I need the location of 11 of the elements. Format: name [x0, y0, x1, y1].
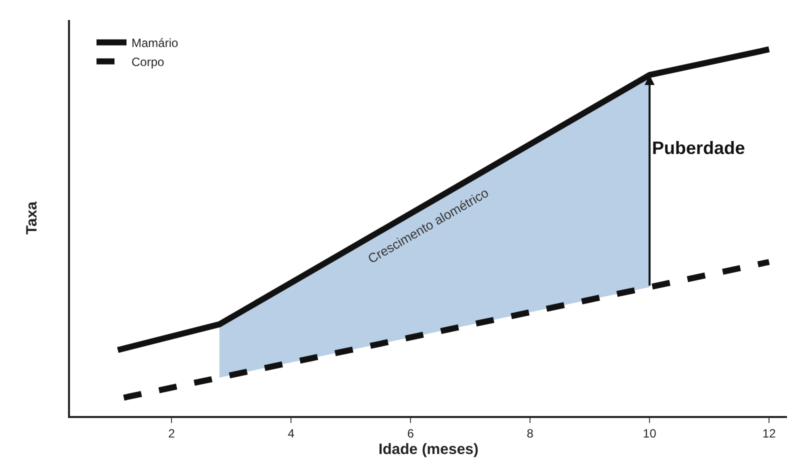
- x-axis-title: Idade (meses): [378, 440, 479, 458]
- x-tick-label: 10: [642, 426, 657, 440]
- annotation: Puberdade: [652, 138, 746, 158]
- legend-label: Mamário: [132, 36, 179, 50]
- x-tick-label: 4: [288, 426, 295, 440]
- legend-label: Corpo: [132, 55, 165, 70]
- x-tick-label: 2: [168, 426, 176, 440]
- y-axis-title: Taxa: [24, 200, 40, 235]
- x-tick-label: 6: [407, 426, 414, 440]
- x-tick-label: 12: [762, 426, 776, 440]
- x-tick-label: 8: [526, 426, 534, 440]
